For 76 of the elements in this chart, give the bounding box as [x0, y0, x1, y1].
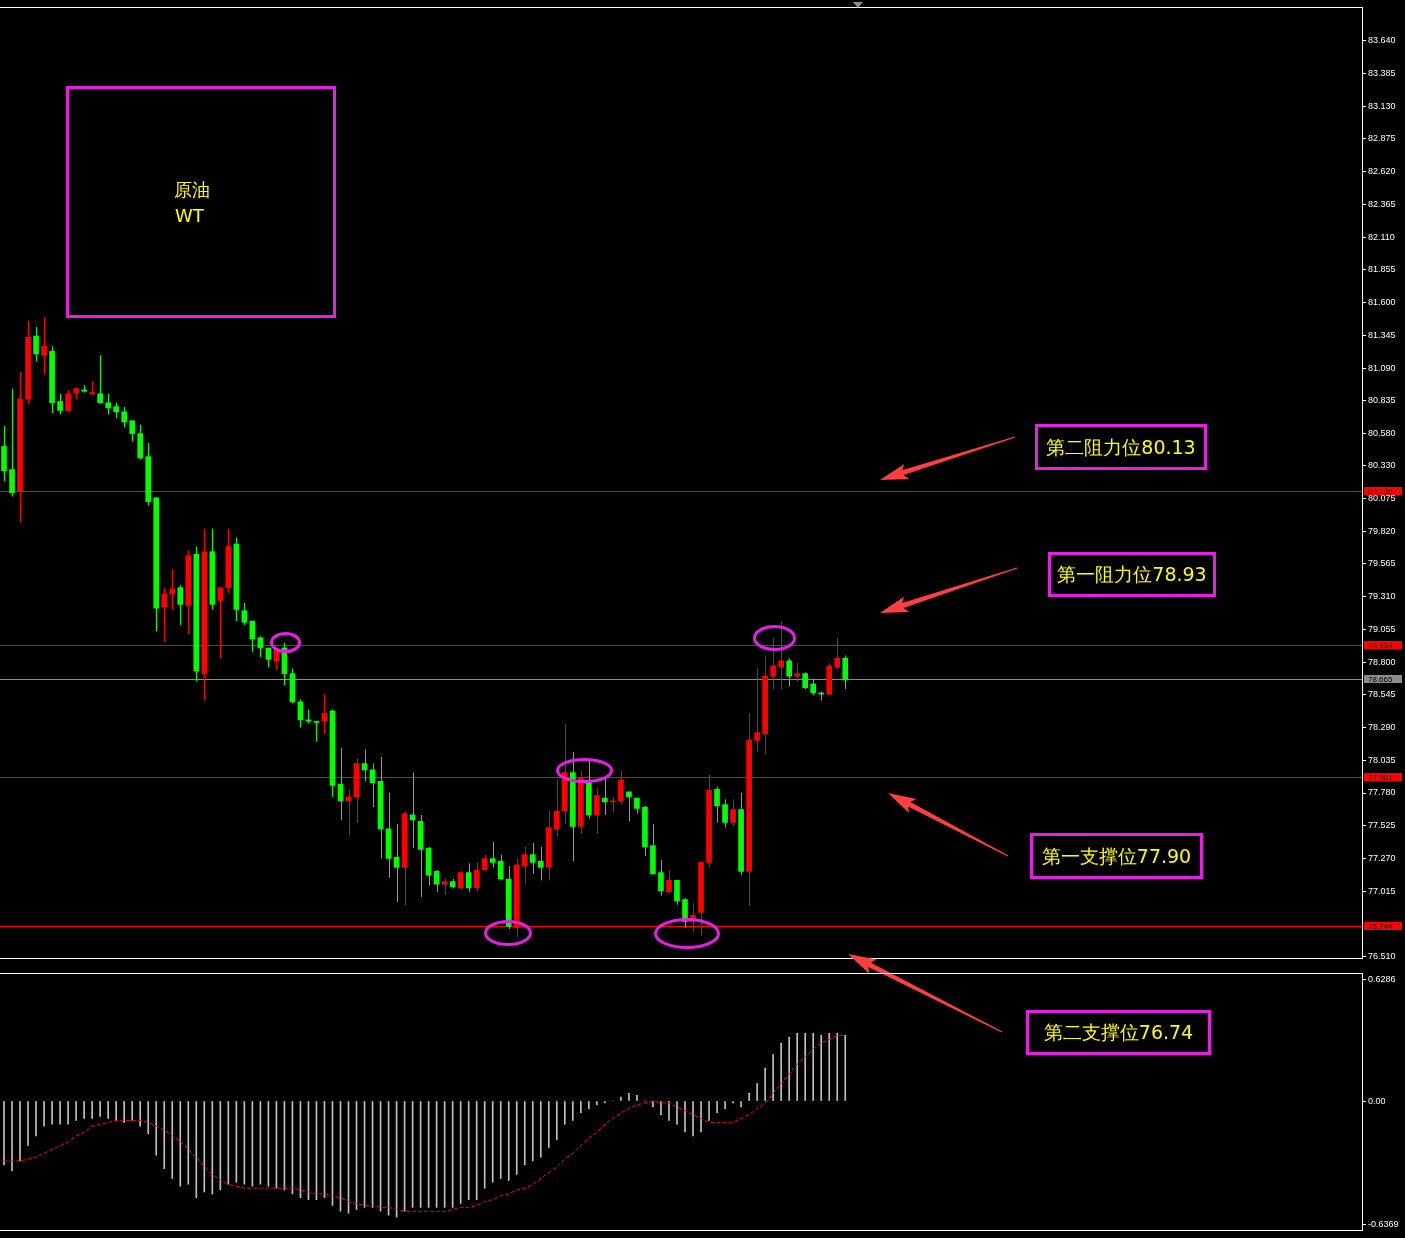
annotation: 第二阻力位80.13 — [1046, 435, 1196, 458]
candlestick — [722, 798, 728, 829]
candlestick — [465, 863, 472, 893]
y-tick-label: 77.780 — [1368, 787, 1396, 798]
candlestick — [161, 587, 168, 643]
y-tick-label: 81.090 — [1368, 362, 1396, 373]
ref-line-label: 78.934 — [1368, 640, 1394, 650]
line-series — [3, 1034, 846, 1212]
candlestick — [57, 393, 63, 415]
candlestick — [730, 798, 736, 827]
y-tick-label: 79.310 — [1368, 591, 1396, 602]
annotation: 第二支撑位76.74 — [1043, 1021, 1194, 1043]
candlestick — [537, 846, 544, 881]
y-tick-label: 82.875 — [1368, 133, 1396, 144]
y-tick-label: 81.600 — [1368, 297, 1396, 308]
ref-line-label: 76.744 — [1368, 921, 1394, 931]
candlestick — [409, 771, 416, 849]
y-tick-label: 78.800 — [1368, 656, 1396, 667]
y-tick-label: 82.110 — [1368, 231, 1395, 242]
y-tick-label: 79.820 — [1368, 525, 1396, 536]
y-tick-label: 80.580 — [1368, 428, 1396, 439]
candlestick — [121, 406, 128, 428]
y-tick-label: 78.545 — [1368, 689, 1396, 700]
candlestick — [594, 787, 600, 835]
y-tick-label: -0.6369 — [1368, 1218, 1399, 1229]
y-tick-label: 78.035 — [1368, 754, 1396, 765]
candlestick — [602, 778, 608, 816]
text: 原油 — [174, 179, 210, 200]
candlestick — [33, 326, 39, 363]
y-tick-label: 82.620 — [1368, 166, 1396, 177]
candlestick — [786, 657, 792, 687]
y-tick-label: 78.290 — [1368, 722, 1396, 733]
candlestick — [169, 569, 176, 610]
candlestick — [97, 354, 103, 404]
candlestick — [313, 720, 320, 743]
ref-line-label: 78.665 — [1368, 674, 1394, 684]
y-tick-label: 0.00 — [1368, 1095, 1386, 1106]
y-tick-label: 76.510 — [1368, 950, 1396, 961]
ref-line-label: 77.901 — [1368, 772, 1394, 782]
candlestick — [529, 842, 536, 875]
candlestick — [553, 779, 560, 838]
y-tick-label: 82.365 — [1368, 198, 1396, 209]
y-tick-label: 80.835 — [1368, 395, 1396, 406]
candlestick — [626, 791, 632, 822]
candlestick — [129, 420, 136, 442]
y-tick-label: 79.055 — [1368, 623, 1396, 634]
annotation: 第一阻力位78.93 — [1057, 563, 1207, 585]
candlestick — [489, 841, 496, 868]
y-tick-label: 81.345 — [1368, 329, 1396, 340]
annotation: 第一支撑位77.90 — [1041, 844, 1192, 867]
y-tick-label: 77.270 — [1368, 852, 1396, 863]
candlestick — [666, 869, 672, 894]
candlestick — [41, 316, 47, 376]
candlestick — [658, 859, 664, 897]
candlestick — [674, 879, 680, 906]
y-tick-label: 77.525 — [1368, 820, 1396, 831]
text: WT — [175, 205, 204, 226]
candlestick — [9, 388, 15, 497]
candlestick — [714, 786, 720, 824]
candlestick — [842, 655, 849, 690]
candlestick — [241, 602, 248, 626]
y-tick-label: 83.640 — [1368, 35, 1396, 46]
y-tick-label: 83.130 — [1368, 100, 1396, 111]
y-tick-label: 0.6286 — [1368, 973, 1396, 984]
candlestick — [65, 389, 71, 413]
y-tick-label: 81.855 — [1368, 264, 1396, 275]
candlestick — [473, 861, 480, 893]
candlestick — [177, 584, 184, 626]
y-tick-label: 79.565 — [1368, 558, 1396, 569]
candlestick — [497, 854, 504, 881]
y-tick-label: 80.330 — [1368, 460, 1396, 471]
candlestick — [754, 667, 760, 753]
y-tick-label: 77.015 — [1368, 885, 1396, 896]
candlestick — [105, 393, 111, 415]
candlestick — [521, 846, 528, 885]
y-tick-label: 83.385 — [1368, 67, 1396, 78]
